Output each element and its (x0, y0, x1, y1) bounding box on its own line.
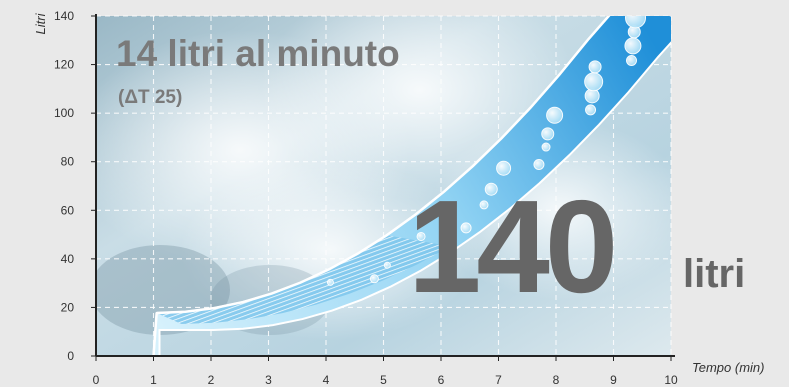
bubble (624, 37, 642, 55)
x-axis-title: Tempo (min) (692, 360, 764, 375)
x-tick-label: 4 (323, 373, 330, 387)
x-tick-label: 6 (438, 373, 445, 387)
total-unit: litri (683, 252, 745, 296)
bubble (625, 54, 637, 66)
y-tick-label: 120 (54, 58, 74, 72)
y-tick-label: 80 (61, 155, 75, 169)
chart-subtitle: (ΔT 25) (118, 87, 182, 108)
total-value: 140 (408, 173, 613, 320)
series-start-line (152, 312, 158, 356)
bubble (588, 60, 602, 74)
bubble (541, 142, 551, 152)
data-area (152, 16, 671, 356)
bubble (584, 72, 604, 92)
y-tick-label: 0 (67, 349, 74, 363)
bubble (484, 182, 498, 196)
series-band-hatch (156, 235, 451, 324)
bubbles (326, 0, 681, 286)
series-line (156, 16, 611, 315)
x-tick-label: 9 (610, 373, 617, 387)
y-tick-label: 60 (61, 203, 75, 217)
bubble (460, 222, 472, 234)
y-tick-label: 20 (61, 300, 75, 314)
x-tick-label: 2 (208, 373, 215, 387)
x-tick-labels: 0 1 2 3 4 5 6 7 8 9 10 (93, 356, 678, 387)
axes (95, 14, 675, 357)
x-tick-label: 1 (150, 373, 157, 387)
bubble (533, 158, 545, 170)
bubble (585, 104, 597, 116)
y-tick-labels: 0 20 40 60 80 100 120 140 (54, 9, 96, 363)
x-tick-label: 0 (93, 373, 100, 387)
bubble (383, 261, 391, 269)
y-tick-label: 140 (54, 9, 74, 23)
x-tick-label: 10 (664, 373, 678, 387)
x-tick-label: 7 (495, 373, 502, 387)
bubble (546, 106, 564, 124)
bubble (326, 278, 334, 286)
x-tick-label: 5 (380, 373, 387, 387)
bubble (479, 200, 489, 210)
bubble (625, 16, 647, 29)
y-axis-title: Litri (33, 12, 48, 34)
bubble (541, 127, 555, 141)
x-tick-label: 8 (553, 373, 560, 387)
y-tick-label: 100 (54, 106, 74, 120)
x-tick-label: 3 (265, 373, 272, 387)
bubble (369, 274, 379, 284)
bubble (669, 16, 671, 17)
chart-title: 14 litri al minuto (116, 33, 400, 74)
bubble (416, 231, 426, 241)
bubble (667, 0, 681, 3)
y-tick-label: 40 (61, 252, 75, 266)
bubble (496, 160, 512, 176)
